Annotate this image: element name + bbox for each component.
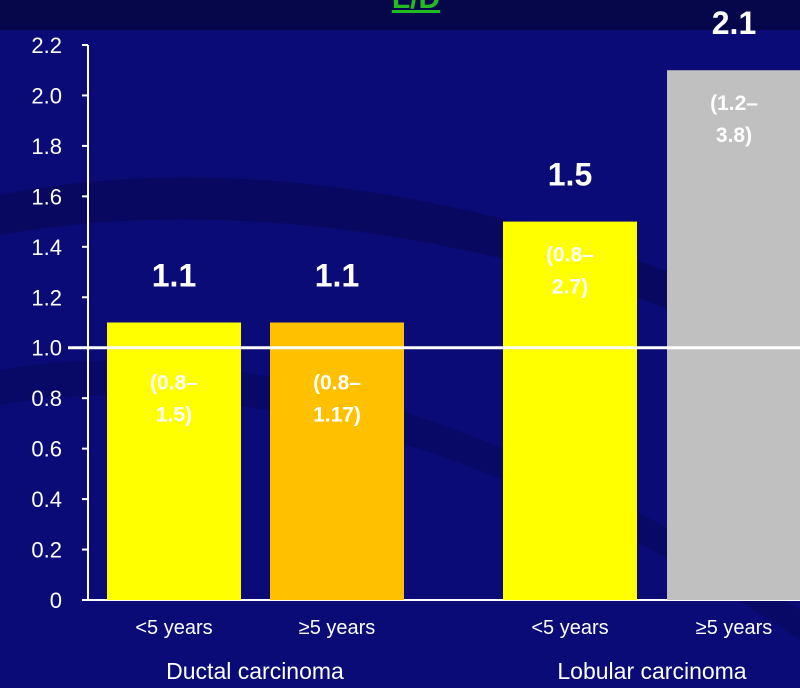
confidence-interval-label: 3.8) [716, 124, 752, 147]
confidence-interval-label: (1.2– [710, 92, 758, 115]
confidence-interval-label: (0.8– [546, 244, 594, 267]
bar [667, 70, 800, 600]
y-tick-label: 1.2 [31, 285, 62, 310]
bar-value-label: 1.1 [315, 258, 359, 294]
bar-value-label: 2.1 [712, 5, 756, 41]
y-tick-label: 1.6 [31, 184, 62, 209]
confidence-interval-label: 2.7) [552, 276, 588, 299]
y-tick-label: 0.6 [31, 437, 62, 462]
bar [270, 322, 404, 600]
confidence-interval-label: 1.5) [156, 404, 192, 427]
y-tick-label: 1.4 [31, 235, 62, 260]
x-category-label: <5 years [531, 617, 608, 639]
x-category-label: ≥5 years [299, 617, 376, 639]
y-tick-label: 0.4 [31, 487, 62, 512]
y-tick-label: 0.8 [31, 386, 62, 411]
header-band [0, 0, 800, 30]
confidence-interval-label: (0.8– [313, 372, 361, 395]
labels-layer: <5 years 1.1 (0.8– 1.5) ≥5 years 1.1 (0.8– 1.17… [135, 5, 772, 684]
x-category-label: ≥5 years [696, 617, 773, 639]
confidence-interval-label: (0.8– [150, 372, 198, 395]
y-tick-label: 1.8 [31, 134, 62, 159]
y-tick-label: 0 [50, 588, 62, 613]
x-category-label: <5 years [135, 617, 212, 639]
y-tick-label: 2.0 [31, 83, 62, 108]
group-label: Lobular carcinoma [557, 658, 746, 684]
bar-value-label: 1.5 [548, 157, 592, 193]
bar-value-label: 1.1 [152, 258, 196, 294]
y-tick-label: 1.0 [31, 336, 62, 361]
bar [107, 322, 241, 600]
bars-layer [107, 70, 800, 600]
y-tick-label: 2.2 [31, 33, 62, 58]
y-tick-label: 0.2 [31, 538, 62, 563]
confidence-interval-label: 1.17) [313, 404, 361, 427]
title-fragment: L/D [392, 0, 440, 15]
bar [503, 221, 637, 600]
background-swoosh-1 [0, 177, 800, 365]
group-label: Ductal carcinoma [166, 658, 344, 684]
axes: 0 0.2 0.4 0.6 0.8 1.0 1.2 1.4 1.6 1.8 2.0 2.2 [31, 33, 800, 613]
